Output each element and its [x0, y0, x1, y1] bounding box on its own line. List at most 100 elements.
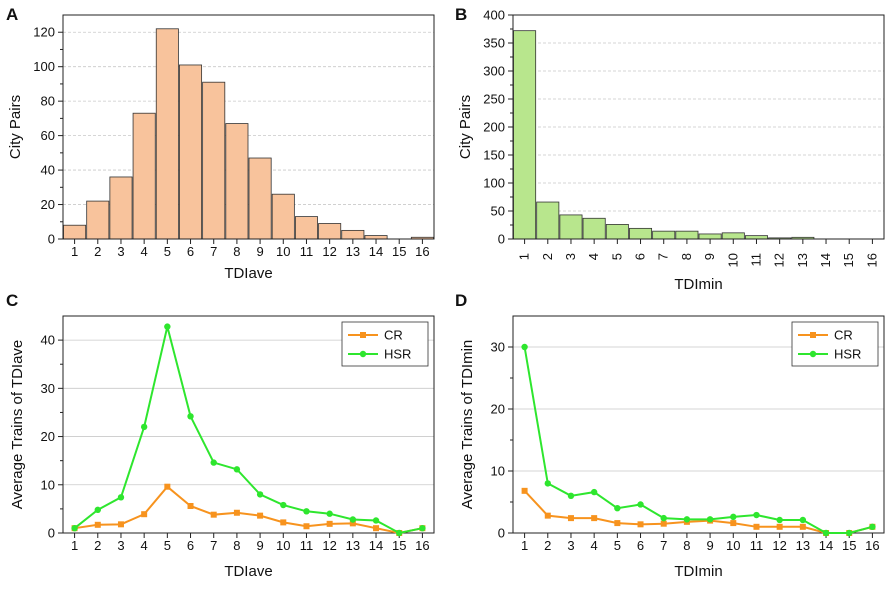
panel-letter: C: [6, 291, 18, 310]
x-tick-label: 1: [71, 244, 78, 259]
bar: [225, 123, 249, 240]
x-tick-label: 9: [706, 538, 713, 553]
x-tick-label: 6: [637, 538, 644, 553]
data-point: [419, 524, 426, 532]
data-point: [373, 525, 380, 532]
y-tick-label: 40: [41, 333, 55, 348]
bar: [341, 229, 365, 240]
data-point: [730, 513, 737, 521]
y-tick-label: 120: [33, 25, 55, 40]
x-tick-label: 4: [591, 538, 598, 553]
data-point: [257, 512, 264, 519]
x-tick-label: 11: [300, 538, 314, 553]
bar: [629, 227, 653, 240]
data-point: [396, 529, 403, 537]
bar: [179, 64, 203, 240]
data-point: [869, 523, 876, 530]
bar: [698, 233, 722, 240]
bar: [559, 214, 583, 240]
data-point: [349, 516, 357, 523]
y-tick-label: 250: [483, 92, 505, 107]
data-point: [303, 508, 310, 515]
data-point: [591, 515, 598, 522]
data-point: [117, 521, 124, 528]
x-tick-label: 13: [795, 253, 810, 267]
y-tick-label: 0: [498, 526, 505, 541]
x-tick-label: 2: [544, 538, 551, 553]
bar: [132, 112, 156, 240]
y-tick-label: 100: [33, 59, 55, 74]
data-point: [94, 521, 101, 528]
x-tick-label: 4: [586, 253, 601, 260]
x-tick-label: 2: [94, 538, 101, 553]
x-tick-label: 15: [392, 244, 406, 259]
x-tick-label: 3: [117, 244, 124, 259]
data-point: [776, 523, 783, 530]
y-tick-label: 100: [483, 176, 505, 191]
x-tick-label: 4: [141, 538, 148, 553]
x-tick-label: 7: [210, 244, 217, 259]
x-tick-label: 10: [726, 538, 740, 553]
data-point: [280, 501, 287, 509]
x-tick-label: 15: [392, 538, 406, 553]
x-tick-label: 13: [346, 538, 360, 553]
bar: [109, 176, 133, 240]
x-tick-label: 15: [841, 253, 856, 267]
x-tick-label: 9: [702, 253, 717, 260]
y-tick-label: 30: [491, 340, 505, 355]
y-tick-label: 20: [41, 429, 55, 444]
bar: [744, 235, 768, 240]
data-point: [280, 519, 287, 526]
x-tick-label: 14: [369, 244, 383, 259]
x-axis-label: TDImin: [674, 563, 722, 580]
x-tick-label: 15: [842, 538, 856, 553]
x-axis-label: TDIave: [224, 265, 272, 282]
bar: [582, 217, 606, 240]
data-point: [210, 511, 217, 518]
series-line-cr: [74, 485, 423, 535]
data-point: [187, 502, 194, 509]
data-point: [521, 343, 528, 351]
y-tick-label: 80: [41, 94, 55, 109]
data-point: [372, 517, 380, 524]
x-tick-label: 14: [819, 538, 833, 553]
x-tick-label: 16: [415, 244, 429, 259]
x-tick-label: 7: [660, 538, 667, 553]
x-tick-label: 4: [141, 244, 148, 259]
x-tick-label: 5: [609, 253, 624, 260]
legend-label: CR: [834, 328, 853, 343]
x-tick-label: 1: [521, 538, 528, 553]
bar: [364, 235, 388, 240]
data-point: [117, 494, 125, 501]
x-axis-label: TDImin: [674, 276, 722, 293]
data-point: [706, 516, 714, 523]
x-tick-label: 3: [563, 253, 578, 260]
x-tick-label: 10: [276, 244, 290, 259]
x-tick-label: 6: [633, 253, 648, 260]
data-point: [846, 529, 853, 537]
x-tick-label: 2: [540, 253, 555, 260]
legend-label: HSR: [384, 347, 411, 362]
data-point: [140, 423, 148, 431]
data-point: [210, 459, 217, 466]
x-tick-label: 3: [567, 538, 574, 553]
x-tick-label: 13: [796, 538, 810, 553]
y-tick-label: 350: [483, 36, 505, 51]
data-point: [94, 506, 101, 514]
y-tick-label: 10: [491, 464, 505, 479]
data-point: [567, 515, 574, 522]
data-point: [233, 466, 241, 473]
bar: [63, 224, 87, 240]
x-tick-label: 3: [117, 538, 124, 553]
x-tick-label: 6: [187, 244, 194, 259]
y-axis-label: City Pairs: [457, 95, 474, 159]
x-tick-label: 12: [772, 253, 787, 267]
data-point: [730, 520, 737, 527]
data-point: [660, 520, 667, 527]
data-point: [660, 514, 667, 522]
data-point: [521, 487, 528, 494]
series-line-cr: [523, 490, 873, 534]
y-tick-label: 300: [483, 64, 505, 79]
y-tick-label: 150: [483, 148, 505, 163]
panel-letter: A: [6, 5, 18, 24]
